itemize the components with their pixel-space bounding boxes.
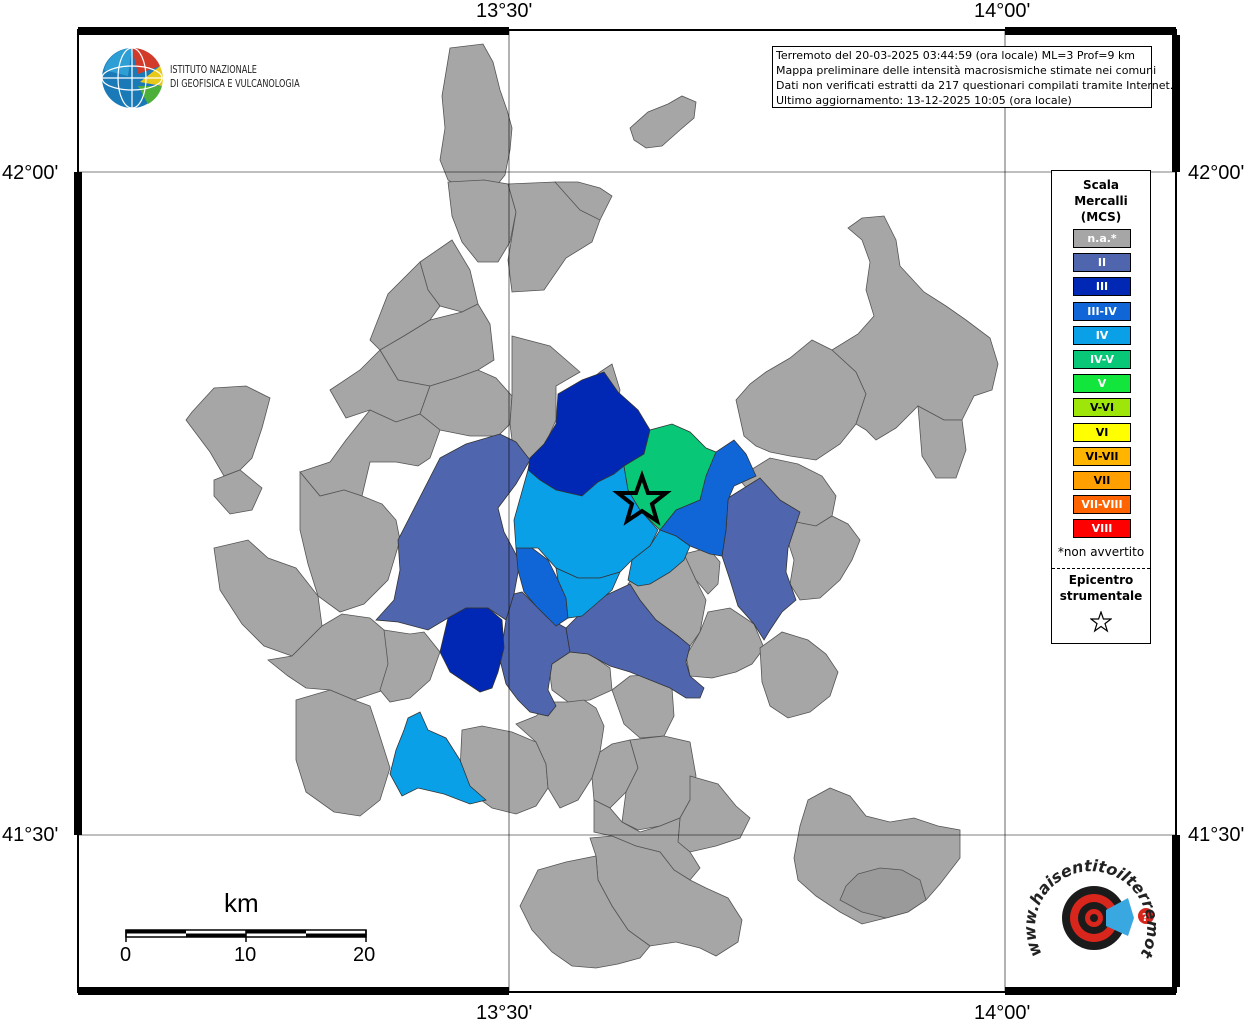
event-info-line: Ultimo aggiornamento: 13-12-2025 10:05 (… bbox=[776, 94, 1072, 107]
map-border bbox=[74, 27, 1180, 995]
graticule bbox=[79, 31, 1175, 991]
municipalities-not-felt bbox=[185, 43, 999, 969]
legend-item: VII-VIII bbox=[1073, 495, 1131, 515]
scale-title: km bbox=[224, 888, 259, 918]
legend-item: V bbox=[1073, 374, 1131, 394]
legend-note: *non avvertito bbox=[1057, 545, 1145, 559]
municipalities-intensity-III bbox=[439, 371, 651, 693]
legend-item: VI-VII bbox=[1073, 446, 1131, 466]
legend-title-line: Mercalli bbox=[1074, 194, 1128, 208]
scale-label: 10 bbox=[234, 944, 257, 966]
logo-line-2: DI GEOFISICA E VULCANOLOGIA bbox=[170, 77, 300, 90]
legend-item: V-VI bbox=[1073, 398, 1131, 418]
legend-item: III bbox=[1073, 277, 1131, 297]
ingv-logo-icon bbox=[101, 47, 163, 109]
legend-epicentre-line: Epicentro bbox=[1068, 573, 1134, 587]
left-label-4130: 41°30' bbox=[2, 824, 59, 846]
scale-label: 20 bbox=[353, 944, 376, 966]
legend-title: Scala Mercalli (MCS) bbox=[1052, 177, 1150, 225]
legend-item: IV-V bbox=[1073, 350, 1131, 369]
right-label-4200: 42°00' bbox=[1188, 162, 1245, 184]
legend-item: IV bbox=[1073, 325, 1131, 345]
top-label-1400: 14°00' bbox=[974, 0, 1031, 22]
event-info-box: Terremoto del 20-03-2025 03:44:59 (ora l… bbox=[772, 46, 1174, 108]
legend-item: VIII bbox=[1073, 519, 1131, 539]
intensity-legend: Scala Mercalli (MCS) n.a.* II III III-IV IV I… bbox=[1051, 170, 1151, 644]
legend-item: n.a.* bbox=[1073, 229, 1131, 248]
legend-title-line: (MCS) bbox=[1080, 210, 1122, 224]
event-info-line: Dati non verificati estratti da 217 ques… bbox=[776, 79, 1174, 92]
legend-item: VI bbox=[1073, 422, 1131, 442]
legend-epicentre-line: strumentale bbox=[1059, 589, 1143, 603]
svg-text:?: ? bbox=[1142, 911, 1148, 924]
legend-title-line: Scala bbox=[1082, 178, 1120, 192]
left-label-4200: 42°00' bbox=[2, 162, 59, 184]
legend-item: III-IV bbox=[1073, 301, 1131, 321]
bottom-label-1400: 14°00' bbox=[974, 1002, 1031, 1024]
legend-item: VII bbox=[1073, 471, 1131, 490]
legend-star-icon bbox=[1090, 611, 1112, 633]
legend-divider bbox=[1052, 568, 1150, 569]
scale-label: 0 bbox=[120, 944, 132, 966]
logo-line-1: ISTITUTO NAZIONALE bbox=[170, 63, 257, 76]
ingv-logo-text: ISTITUTO NAZIONALE DI GEOFISICA E VULCAN… bbox=[170, 63, 300, 91]
legend-epicentre-label: Epicentro strumentale bbox=[1052, 572, 1150, 604]
top-label-1330: 13°30' bbox=[476, 0, 533, 22]
legend-item: II bbox=[1073, 253, 1131, 273]
event-info-line: Terremoto del 20-03-2025 03:44:59 (ora l… bbox=[776, 49, 1136, 62]
right-label-4130: 41°30' bbox=[1188, 824, 1245, 846]
event-info-line: Mappa preliminare delle intensità macros… bbox=[776, 64, 1157, 77]
scale-bar bbox=[125, 929, 367, 942]
epicentre-star bbox=[612, 469, 672, 526]
bottom-label-1330: 13°30' bbox=[476, 1002, 533, 1024]
